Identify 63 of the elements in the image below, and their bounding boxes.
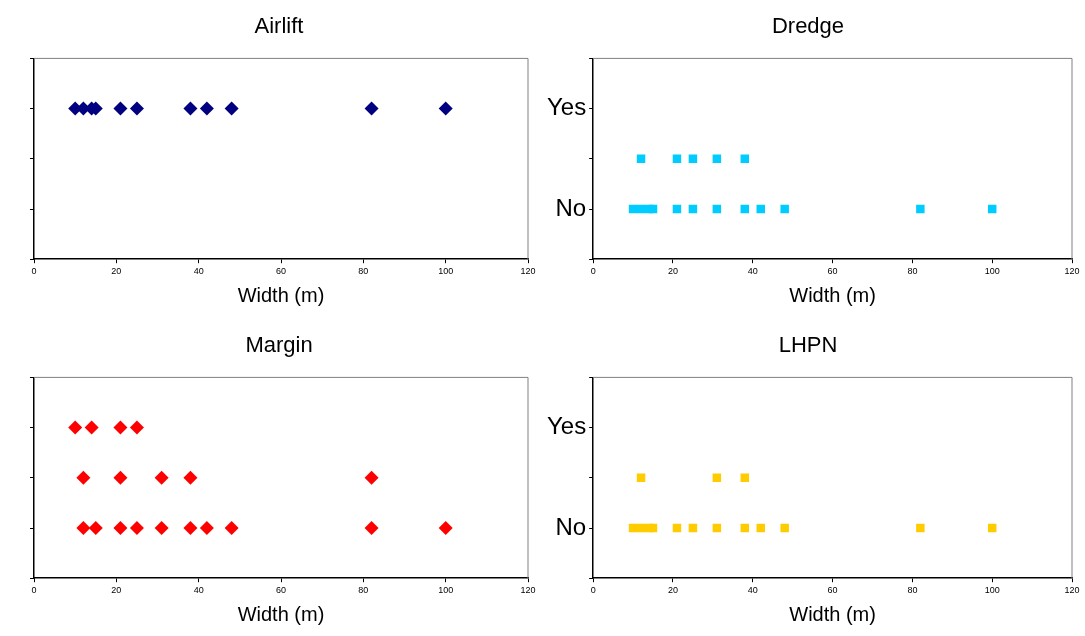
x-tick-label: 0: [31, 585, 37, 596]
x-tick-label: 20: [667, 266, 678, 277]
x-tick-label: 40: [193, 266, 204, 277]
chart-title: Margin: [245, 332, 313, 358]
point: [113, 420, 128, 435]
point: [916, 523, 925, 533]
point: [916, 204, 925, 214]
point: [780, 204, 789, 214]
x-tick-label: 120: [520, 585, 536, 596]
chart-title: Airlift: [254, 13, 304, 39]
point: [364, 521, 379, 535]
point: [199, 521, 214, 535]
x-tick-label: 20: [111, 585, 122, 596]
x-tick-label: 0: [590, 266, 596, 277]
y-tick-label: No: [555, 193, 587, 221]
x-tick-label: 60: [275, 266, 287, 277]
x-tick-label: 80: [907, 266, 918, 277]
point: [154, 470, 169, 485]
point: [76, 470, 91, 485]
point: [88, 521, 103, 535]
point: [68, 420, 83, 435]
point: [129, 420, 144, 435]
x-axis-title: Width (m): [237, 283, 325, 306]
point: [183, 470, 198, 485]
x-tick-label: 60: [827, 266, 838, 277]
point: [224, 521, 239, 535]
x-tick-label: 120: [1064, 266, 1080, 277]
x-axis-title: Width (m): [237, 602, 325, 625]
y-tick-label: Yes: [547, 93, 587, 121]
point: [129, 521, 144, 535]
point: [780, 523, 789, 533]
x-tick-label: 0: [31, 266, 37, 277]
x-tick-label: 60: [827, 585, 838, 596]
y-tick-label: No: [555, 512, 587, 540]
x-tick-label: 100: [438, 585, 454, 596]
point: [84, 420, 99, 435]
x-tick-label: 80: [907, 585, 918, 596]
x-tick-label: 0: [590, 585, 596, 596]
chart-title: Dredge: [771, 13, 845, 39]
x-axis-title: Width (m): [789, 283, 876, 306]
x-tick-label: 60: [275, 585, 287, 596]
x-tick-label: 100: [984, 266, 1000, 277]
x-tick-label: 20: [111, 266, 122, 277]
x-tick-label: 120: [1064, 585, 1080, 596]
point: [364, 470, 379, 485]
x-axis-title: Width (m): [789, 602, 876, 625]
chart-title: LHPN: [778, 332, 838, 358]
x-tick-label: 80: [358, 266, 369, 277]
x-tick-label: 40: [747, 585, 758, 596]
x-tick-label: 80: [358, 585, 369, 596]
point: [438, 521, 453, 535]
x-tick-label: 100: [438, 266, 454, 277]
x-tick-label: 40: [747, 266, 758, 277]
point: [113, 521, 128, 535]
y-tick-label: Yes: [547, 412, 587, 440]
x-tick-label: 120: [520, 266, 536, 277]
x-tick-label: 100: [984, 585, 1000, 596]
point: [76, 521, 91, 535]
x-tick-label: 40: [193, 585, 204, 596]
point: [183, 521, 198, 535]
x-tick-label: 20: [667, 585, 678, 596]
point: [113, 470, 128, 485]
point: [154, 521, 169, 535]
